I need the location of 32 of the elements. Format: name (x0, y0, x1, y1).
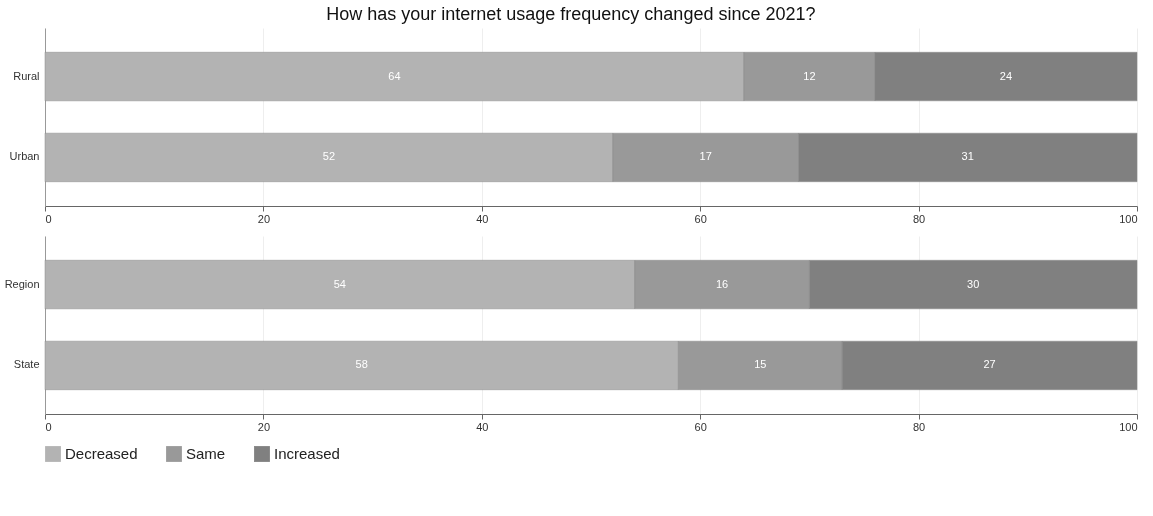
data-label: 27 (983, 358, 996, 371)
x-tick-label: 60 (694, 420, 707, 433)
data-label: 15 (754, 358, 767, 371)
chart-title: How has your internet usage frequency changed since 2021? (326, 4, 816, 24)
data-label: 52 (322, 150, 336, 163)
data-label: 17 (699, 150, 712, 163)
x-tick-label: 80 (912, 212, 926, 225)
y-tick-label: Region (4, 277, 40, 290)
legend-label: Decreased (65, 445, 138, 462)
x-tick-label: 40 (476, 420, 489, 433)
x-tick-label: 80 (912, 420, 926, 433)
data-label: 31 (961, 150, 974, 163)
data-label: 64 (388, 69, 401, 82)
data-label: 58 (355, 358, 368, 371)
data-label: 16 (715, 277, 729, 290)
legend-label: Increased (274, 445, 340, 462)
x-tick-label: 100 (1119, 212, 1138, 225)
x-tick-label: 20 (257, 420, 271, 433)
y-tick-label: Rural (13, 69, 40, 82)
x-tick-label: 60 (694, 212, 707, 225)
data-label: 54 (333, 277, 346, 290)
data-label: 12 (803, 69, 816, 82)
legend-label: Same (186, 445, 226, 462)
x-tick-label: 40 (476, 212, 489, 225)
y-tick-label: State (13, 358, 40, 371)
data-label: 30 (967, 277, 980, 290)
data-label: 24 (999, 69, 1013, 82)
x-tick-label: 0 (45, 420, 52, 433)
y-tick-label: Urban (9, 150, 40, 163)
x-tick-label: 0 (45, 212, 52, 225)
x-tick-label: 100 (1119, 420, 1138, 433)
x-tick-label: 20 (257, 212, 271, 225)
